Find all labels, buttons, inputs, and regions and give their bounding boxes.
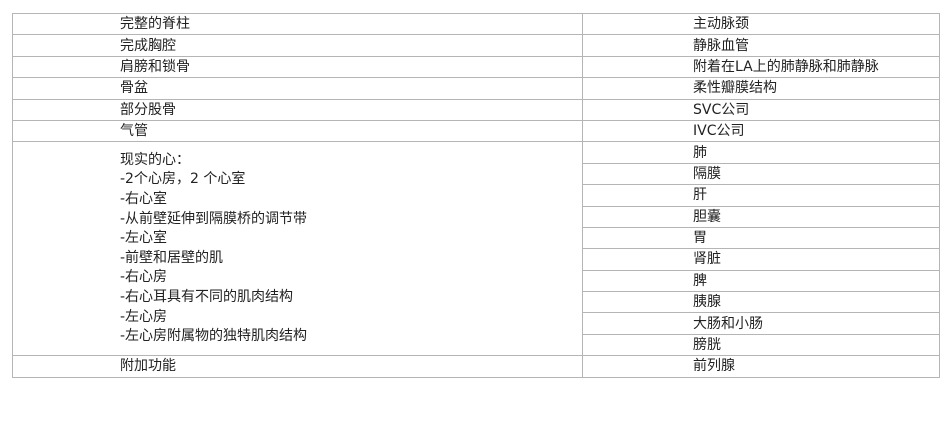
organ-cell: 肝 [582,184,940,207]
organ-cell: 隔膜 [582,162,940,186]
heart-line: 现实的心： [120,151,190,168]
right-cell: 主动脉颈 [582,12,940,36]
organ-cell: 大肠和小肠 [582,312,940,335]
heart-description-cell: 现实的心： -2个心房，2 个心室 -右心室 -从前壁延伸到隔膜桥的调节带 -左心室 -前… [12,141,583,357]
heart-line: -前壁和居壁的肌 [120,249,224,266]
organ-cell: 胃 [582,226,940,250]
table-row: 完成胸腔 静脉血管 [12,34,940,57]
table-row: 部分股骨 SVC公司 [12,98,940,121]
heart-line: -左心室 [120,230,168,247]
table-row: 肩膀和锁骨 附着在LA上的肺静脉和肺静脉 [12,55,940,79]
left-cell: 完成胸腔 [12,34,583,57]
heart-line: -右心室 [120,191,168,208]
organ-cell: 脾 [582,269,940,293]
heart-line: -2个心房，2 个心室 [120,171,246,188]
table-row: 完整的脊柱 主动脉颈 [12,12,940,36]
heart-line: -从前壁延伸到隔膜桥的调节带 [120,210,308,227]
anatomy-features-table: 完整的脊柱 主动脉颈 完成胸腔 静脉血管 肩膀和锁骨 附着在LA上的肺静脉和肺静脉 骨盆 柔性… [12,12,940,378]
table-row: 气管 IVC公司 [12,119,940,143]
table-row: 骨盆 柔性瓣膜结构 [12,77,940,100]
left-cell: 骨盆 [12,77,583,100]
organ-cell: 胆囊 [582,205,940,228]
table-row: 肾脏 [13,248,940,271]
table-row: 附加功能 前列腺 [12,355,940,378]
left-cell: 附加功能 [12,355,583,378]
organ-cell: 膀胱 [582,333,940,357]
heart-line: -左心房 [120,308,168,325]
left-cell: 肩膀和锁骨 [12,55,583,79]
right-cell: 静脉血管 [582,34,940,57]
organ-cell: 胰腺 [582,291,940,314]
table-row: 现实的心： -2个心房，2 个心室 -右心室 -从前壁延伸到隔膜桥的调节带 -左心室 -前… [12,141,940,357]
right-cell: IVC公司 [582,119,940,143]
right-cell: 柔性瓣膜结构 [582,77,940,100]
organ-cell: 肺 [582,141,940,164]
left-cell: 部分股骨 [12,98,583,121]
left-cell: 气管 [12,119,583,143]
right-cell: SVC公司 [582,98,940,121]
right-cell: 附着在LA上的肺静脉和肺静脉 [582,55,940,79]
right-cell: 前列腺 [582,355,940,378]
heart-line: -左心房附属物的独特肌肉结构 [120,328,308,345]
left-cell: 完整的脊柱 [12,12,583,36]
heart-line: -右心房 [120,269,168,286]
heart-line: -右心耳具有不同的肌肉结构 [120,288,294,305]
organ-cell: 肾脏 [582,248,940,271]
